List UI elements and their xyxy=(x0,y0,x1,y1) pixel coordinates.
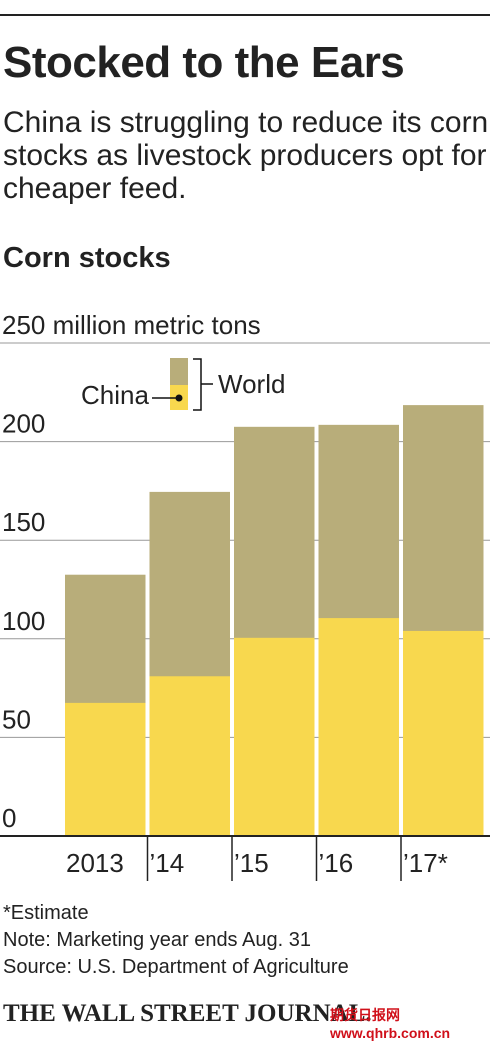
y-tick-label: 50 xyxy=(2,704,31,734)
y-tick-label: 200 xyxy=(2,409,45,439)
bar xyxy=(149,676,230,836)
bar xyxy=(318,618,399,836)
x-tick-label: ’15 xyxy=(234,848,269,878)
source: Source: U.S. Department of Agriculture xyxy=(3,956,349,978)
x-tick-label: ’14 xyxy=(150,848,185,878)
bar xyxy=(234,637,315,836)
y-tick-label: 150 xyxy=(2,507,45,537)
brand: THE WALL STREET JOURNAL. xyxy=(3,1000,372,1027)
watermark: 期货日报网 www.qhrb.com.cn xyxy=(330,1007,451,1041)
x-tick-label: ’16 xyxy=(319,848,354,878)
y-tick-label: 250 million metric tons xyxy=(2,310,261,340)
x-tick-label: ’17* xyxy=(403,848,448,878)
note: Note: Marketing year ends Aug. 31 xyxy=(3,929,311,951)
legend-swatch xyxy=(170,358,188,385)
footnote: *Estimate xyxy=(3,902,89,924)
x-tick-label: 2013 xyxy=(66,848,124,878)
title: Stocked to the Ears xyxy=(3,38,405,87)
y-tick-label: 100 xyxy=(2,606,45,636)
legend-bracket xyxy=(193,358,213,411)
bar xyxy=(65,702,146,836)
footnotes: *Estimate Note: Marketing year ends Aug.… xyxy=(3,900,349,981)
legend-label: World xyxy=(218,369,285,399)
chart-label: Corn stocks xyxy=(3,242,171,274)
y-tick-label: 0 xyxy=(2,803,16,833)
legend-label: China xyxy=(81,380,149,410)
bar xyxy=(403,630,484,836)
subtitle: China is struggling to reduce its corn s… xyxy=(3,106,489,205)
